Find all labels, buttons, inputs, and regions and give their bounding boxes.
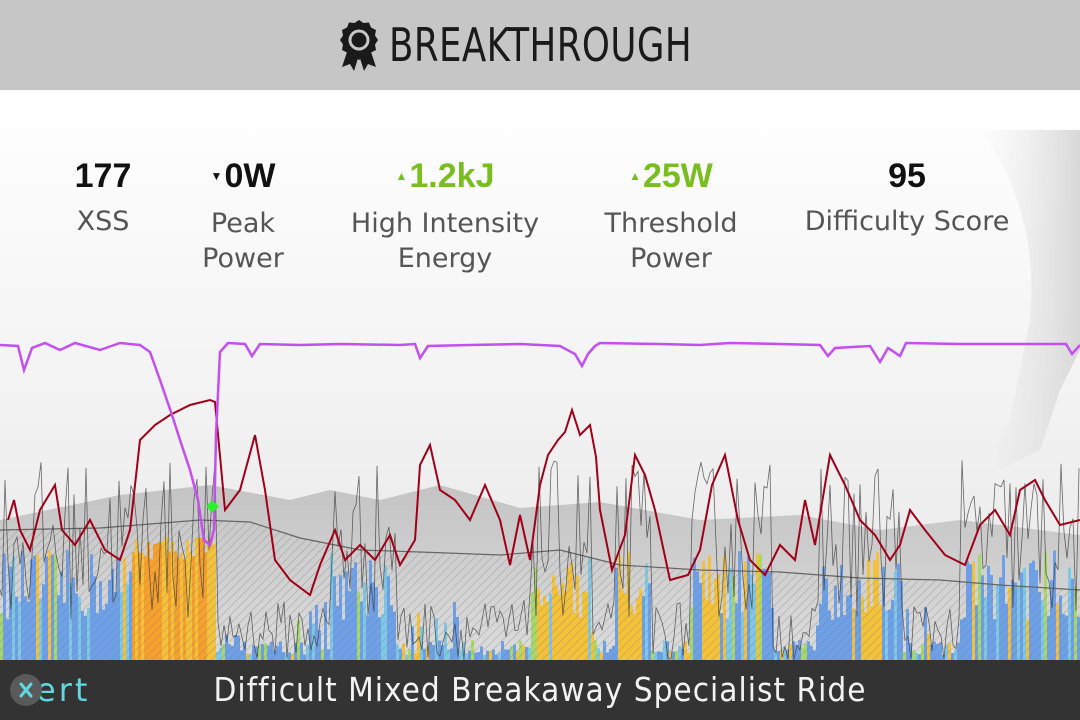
heart-rate-line: [7, 398, 1080, 597]
mpa-line: [0, 341, 1080, 548]
metric-tp-value-row: ▲25W: [604, 156, 737, 198]
metric-difficulty-value: 95: [888, 157, 926, 195]
metric-peak-power-label: Peak Power: [202, 206, 284, 276]
xert-logo-text: ert: [36, 671, 91, 709]
metric-tp-label-line2: Power: [630, 243, 712, 275]
ride-chart: [0, 341, 1080, 660]
metric-tp-label: Threshold Power: [604, 206, 737, 276]
metric-threshold-power: ▲25W Threshold Power: [604, 156, 737, 276]
metric-hie-value-row: ▲1.2kJ: [351, 156, 539, 198]
power-trace-line: [0, 460, 1080, 660]
decrease-arrow-icon: ▼: [210, 169, 223, 184]
metric-xss-label: XSS: [76, 206, 130, 237]
metric-xss-value: 177: [74, 157, 132, 195]
page-title: BREAKTHROUGH: [388, 18, 692, 72]
metric-high-intensity-energy: ▲1.2kJ High Intensity Energy: [351, 156, 539, 276]
metric-peak-power-value: 0W: [224, 157, 276, 195]
footer-bar: ert Difficult Mixed Breakaway Specialist…: [0, 660, 1080, 720]
metric-peak-power-value-row: ▼0W: [202, 156, 284, 198]
header-bar: BREAKTHROUGH: [0, 0, 1080, 90]
metric-peak-power: ▼0W Peak Power: [202, 156, 284, 276]
metric-tp-label-line1: Threshold: [604, 208, 738, 240]
metric-hie-label-line2: Energy: [397, 243, 493, 275]
increase-arrow-icon: ▲: [629, 169, 641, 184]
metric-tp-value: 25W: [642, 157, 713, 195]
header-title-group: BREAKTHROUGH: [339, 18, 741, 72]
metric-hie-value: 1.2kJ: [409, 157, 495, 195]
ride-title: Difficult Mixed Breakaway Specialist Rid…: [213, 670, 867, 709]
xert-logo: ert: [10, 672, 90, 708]
ride-summary-panel: 177 XSS ▼0W Peak Power ▲1.2kJ High Intens…: [0, 90, 1080, 660]
metric-hie-label-line1: High Intensity: [350, 208, 540, 240]
hatched-power-area: [0, 520, 1080, 660]
metric-xss: 177 XSS: [75, 156, 132, 239]
metric-difficulty-score: 95 Difficulty Score: [805, 156, 1010, 239]
metric-peak-power-label-line2: Power: [202, 243, 284, 275]
xert-logo-mark: [10, 674, 42, 706]
award-ribbon-icon: [339, 20, 378, 71]
metric-peak-power-label-line1: Peak: [210, 208, 276, 240]
breakthrough-marker: [206, 500, 219, 513]
x-mark-icon: [19, 682, 33, 698]
metric-difficulty-label: Difficulty Score: [804, 206, 1010, 237]
increase-arrow-icon: ▲: [395, 169, 408, 184]
metric-hie-label: High Intensity Energy: [351, 206, 539, 276]
